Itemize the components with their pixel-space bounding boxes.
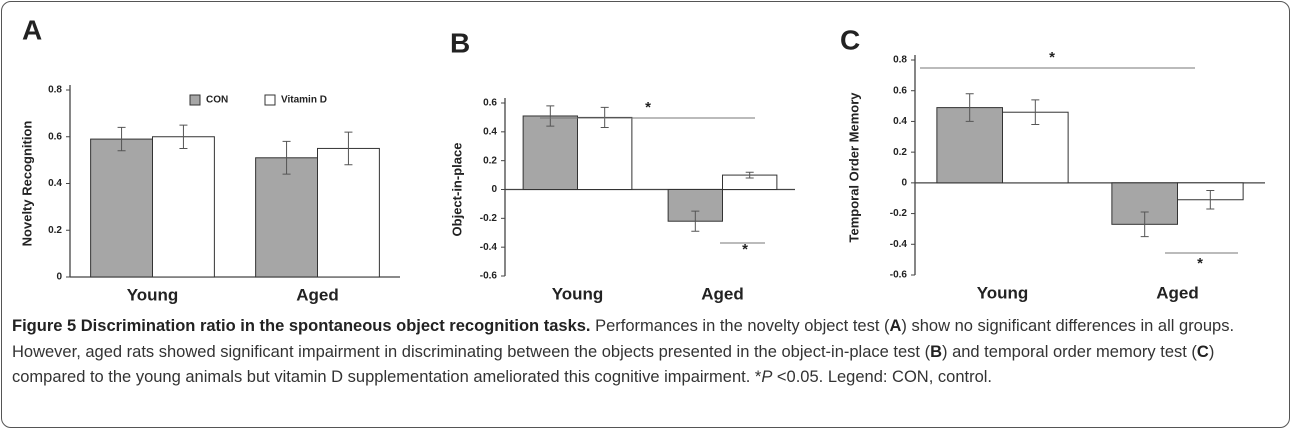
y-tick-label: 0.4 (893, 116, 907, 127)
caption-ref: A (889, 317, 902, 335)
legend-swatch (264, 94, 276, 106)
x-tick-label: Young (127, 285, 179, 304)
y-tick-label: 0.6 (483, 98, 497, 109)
y-tick-label: 0.8 (48, 85, 62, 96)
panel-label: B (450, 27, 470, 58)
significance-star: * (1049, 49, 1055, 66)
bar (152, 136, 215, 278)
y-tick-label: -0.6 (480, 271, 498, 282)
bar (90, 138, 153, 278)
x-tick-label: Aged (296, 285, 339, 304)
caption-text: ) and temporal order memory test ( (941, 342, 1197, 361)
significance-star: * (1197, 255, 1203, 272)
caption-ref: C (1196, 342, 1209, 361)
caption-text: Performances in the novelty object test … (595, 317, 890, 335)
error-bar (965, 93, 974, 122)
x-tick-label: Young (552, 284, 604, 303)
caption-ref: B (930, 342, 942, 361)
error-bar (1031, 99, 1040, 125)
y-tick-label: 0.2 (893, 147, 907, 158)
y-tick-label: 0.2 (48, 225, 62, 236)
y-axis-label: Object-in-place (449, 143, 464, 237)
y-tick-label: -0.2 (890, 208, 908, 219)
y-tick-label: 0 (491, 184, 497, 195)
panel-label: A (22, 14, 42, 45)
bar (522, 115, 578, 190)
x-tick-label: Young (977, 283, 1029, 302)
error-bar (117, 126, 126, 152)
error-bar (282, 140, 291, 175)
y-tick-label: -0.4 (480, 242, 498, 253)
panel-label: C (840, 24, 860, 55)
y-tick-label: 0 (56, 272, 62, 283)
error-bar (179, 124, 188, 149)
y-tick-label: 0.6 (48, 131, 62, 142)
error-bar (344, 131, 353, 166)
y-axis-label: Temporal Order Memory (846, 92, 861, 243)
bar (317, 147, 380, 278)
caption-text: <0.05. Legend: CON, control. (772, 368, 993, 386)
bar (577, 116, 633, 190)
error-bar (745, 171, 754, 179)
y-axis-label: Novelty Recognition (19, 121, 34, 247)
caption: Figure 5 Discrimination ratio in the spo… (12, 314, 1282, 391)
y-tick-label: -0.2 (480, 213, 498, 224)
charts: A Novelty Recognition 0 0.2 0.4 0.6 0.8 Young Ag… (19, 14, 1265, 304)
legend-swatch (189, 94, 201, 106)
y-tick-label: -0.4 (890, 239, 908, 250)
x-tick-label: Aged (701, 284, 744, 303)
caption-title: Figure 5 Discrimination ratio in the spo… (12, 317, 591, 335)
significance-star: * (742, 241, 748, 258)
y-tick-label: 0 (901, 177, 907, 188)
error-bar (546, 105, 555, 127)
caption-text: ) show no significant differences in all… (12, 317, 1235, 361)
caption-p: P (761, 368, 773, 386)
x-tick-label: Aged (1156, 283, 1199, 302)
y-tick-label: 0.8 (893, 55, 907, 66)
error-bar (1206, 190, 1215, 210)
error-bar (1140, 211, 1149, 238)
error-bar (691, 210, 700, 232)
bar (255, 157, 318, 278)
significance-star: * (645, 99, 651, 116)
y-tick-label: -0.6 (890, 270, 908, 281)
legend-label: CON (206, 95, 228, 106)
caption-text: ) compared to the young animals but vita… (12, 342, 1215, 387)
y-tick-label: 0.4 (483, 126, 497, 137)
y-tick-label: 0.6 (893, 85, 907, 96)
legend-label: Vitamin D (281, 95, 327, 106)
y-tick-label: 0.2 (483, 155, 497, 166)
error-bar (600, 106, 609, 129)
y-tick-label: 0.4 (48, 178, 62, 189)
